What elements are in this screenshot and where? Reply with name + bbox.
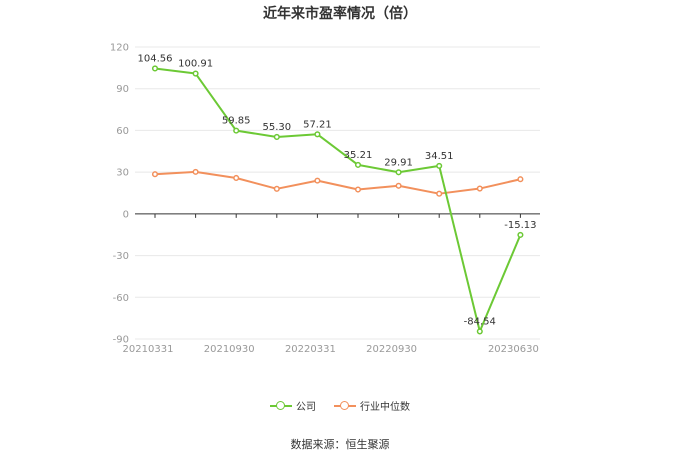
data-point-industry — [192, 168, 199, 175]
legend-company-marker — [270, 400, 292, 411]
y-tick-label: 0 — [123, 209, 129, 220]
series-line-company — [154, 67, 522, 333]
data-point-industry — [151, 171, 159, 178]
data-point-company — [233, 127, 240, 134]
y-tick-label: -60 — [113, 293, 129, 304]
data-point-company — [436, 162, 443, 169]
y-tick-label: 120 — [110, 43, 129, 54]
x-axis-ticks: 20210331 20210930 20220331 20220930 20230630 — [123, 213, 539, 355]
data-label-company: -84.54 — [464, 316, 496, 327]
data-label-company: 35.21 — [344, 150, 373, 161]
x-tick-label: 20210331 — [123, 344, 174, 355]
data-point-company — [273, 133, 280, 141]
y-tick-label: 30 — [116, 168, 129, 179]
data-point-company — [517, 231, 524, 238]
legend: 公司 行业中位数 — [0, 398, 680, 413]
data-point-company — [314, 131, 321, 138]
data-point-company — [151, 65, 159, 72]
data-point-industry — [436, 190, 443, 197]
data-point-company — [395, 169, 402, 176]
legend-industry-label: 行业中位数 — [360, 402, 410, 413]
data-point-industry — [314, 177, 321, 184]
data-point-industry — [273, 185, 280, 192]
legend-item-company[interactable]: 公司 — [270, 398, 316, 413]
data-point-industry — [354, 186, 362, 193]
data-point-company — [476, 328, 483, 335]
data-point-company — [354, 161, 362, 168]
legend-company-label: 公司 — [296, 402, 316, 413]
data-label-company: 59.85 — [222, 116, 251, 127]
data-label-company: 57.21 — [303, 119, 332, 130]
data-label-company: -15.13 — [504, 220, 536, 231]
x-tick-label: 20220331 — [285, 344, 336, 355]
y-axis-ticks: 120 90 60 30 0 -30 -60 -90 — [110, 43, 129, 346]
data-source: 数据来源：恒生聚源 — [290, 438, 390, 451]
grid-lines — [135, 46, 540, 340]
data-point-industry — [517, 176, 524, 183]
chart-title: 近年来市盈率情况（倍） — [263, 6, 417, 22]
x-tick-label: 20210930 — [204, 344, 255, 355]
legend-industry-marker — [334, 400, 356, 411]
x-tick-label: 20220930 — [366, 344, 417, 355]
data-label-company: 55.30 — [262, 122, 291, 133]
y-tick-label: 90 — [116, 84, 129, 95]
data-point-industry — [233, 174, 240, 182]
data-label-company: 29.91 — [384, 157, 413, 168]
data-point-company — [192, 70, 199, 77]
y-tick-label: -30 — [113, 251, 129, 262]
series-lines — [151, 65, 524, 335]
data-labels: 104.56 100.91 59.85 55.30 57.21 35.21 29.91 34.… — [138, 53, 537, 327]
data-label-company: 34.51 — [425, 151, 454, 162]
data-point-industry — [395, 182, 402, 189]
data-point-industry — [476, 185, 483, 192]
x-tick-label: 20230630 — [488, 344, 539, 355]
legend-item-industry-median[interactable]: 行业中位数 — [334, 398, 410, 413]
data-label-company: 104.56 — [138, 53, 173, 64]
data-label-company: 100.91 — [178, 59, 213, 70]
series-line-industry — [154, 170, 521, 195]
y-tick-label: -90 — [113, 335, 129, 346]
y-tick-label: 60 — [116, 126, 129, 137]
